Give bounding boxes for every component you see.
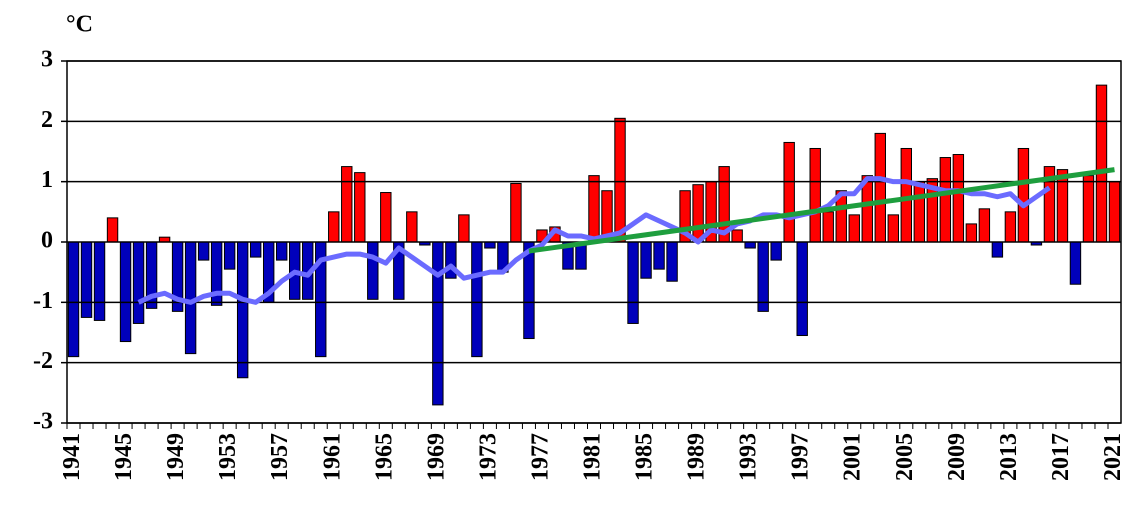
bar (627, 241, 639, 324)
x-tick-label: 1949 (163, 433, 189, 481)
bar (1069, 241, 1082, 285)
bar (848, 214, 860, 243)
x-tick-label: 1977 (527, 433, 553, 481)
bar (406, 211, 418, 243)
bar (236, 241, 249, 379)
bar (341, 166, 353, 243)
x-tick-label: 1981 (580, 433, 606, 481)
bar (275, 241, 288, 261)
x-tick-label: 1993 (736, 433, 762, 481)
bar (822, 211, 834, 243)
x-tick-label: 1969 (423, 433, 449, 481)
bar (1108, 181, 1121, 243)
bar (588, 175, 600, 243)
bar (432, 241, 444, 406)
bar (1095, 84, 1108, 243)
x-tick-label: 2021 (1100, 433, 1126, 481)
bar (354, 172, 366, 243)
bar (184, 241, 197, 355)
bar (783, 141, 795, 243)
bar (367, 241, 379, 300)
bar (67, 241, 80, 358)
x-tick-label: 1945 (111, 433, 137, 481)
bar (744, 241, 756, 249)
y-tick-label: -3 (33, 409, 53, 435)
bar (328, 211, 340, 243)
bar (510, 182, 522, 243)
bar (900, 147, 913, 243)
bar (380, 192, 392, 243)
y-axis-label: °C (66, 12, 93, 38)
x-tick-label: 2001 (840, 433, 866, 481)
x-tick-label: 2017 (1048, 433, 1074, 481)
y-tick-label: -2 (33, 348, 53, 374)
bar (770, 241, 782, 261)
bar (197, 241, 210, 261)
trend-line (528, 167, 1115, 254)
bar (223, 241, 236, 270)
bar (640, 241, 652, 279)
bar (809, 147, 821, 243)
bar (731, 229, 743, 243)
bar (249, 241, 262, 258)
bar (614, 117, 626, 243)
y-tick-label: -1 (33, 288, 53, 314)
bar (978, 208, 991, 243)
x-tick-label: 2013 (996, 433, 1022, 481)
bar (796, 241, 808, 337)
bar (1004, 211, 1017, 243)
bar (965, 223, 978, 243)
y-tick-label: 1 (41, 167, 53, 193)
bar (666, 241, 678, 282)
x-tick-label: 1985 (632, 433, 658, 481)
bar (484, 241, 496, 249)
bar (757, 241, 769, 312)
x-tick-label: 1961 (319, 433, 345, 481)
bar (458, 214, 470, 243)
bar (132, 241, 145, 324)
x-tick-label: 1953 (215, 433, 241, 481)
bar (119, 241, 132, 343)
x-tick-label: 1965 (371, 433, 397, 481)
bar (952, 154, 965, 243)
plot-frame (66, 60, 1122, 424)
x-tick-label: 1997 (788, 433, 814, 481)
y-tick-label: 2 (41, 107, 53, 133)
bar (1082, 175, 1095, 243)
x-tick-label: 1989 (684, 433, 710, 481)
bar (80, 241, 93, 318)
bar (991, 241, 1004, 258)
bar (692, 184, 704, 243)
x-tick-label: 2005 (892, 433, 918, 481)
bar (653, 241, 665, 270)
bar (1056, 169, 1069, 243)
x-tick-label: 1941 (59, 433, 85, 481)
bar (471, 241, 483, 358)
y-tick-label: 0 (41, 228, 53, 254)
bar (106, 217, 119, 243)
x-tick-label: 2009 (944, 433, 970, 481)
y-tick-label: 3 (41, 47, 53, 73)
x-tick-label: 1973 (475, 433, 501, 481)
bar (874, 132, 886, 243)
x-tick-label: 1957 (267, 433, 293, 481)
bar (93, 241, 106, 321)
moving-average-line (137, 176, 1051, 305)
bar (1017, 147, 1030, 243)
bar (913, 181, 926, 243)
bar (939, 157, 952, 243)
bar (887, 214, 899, 243)
